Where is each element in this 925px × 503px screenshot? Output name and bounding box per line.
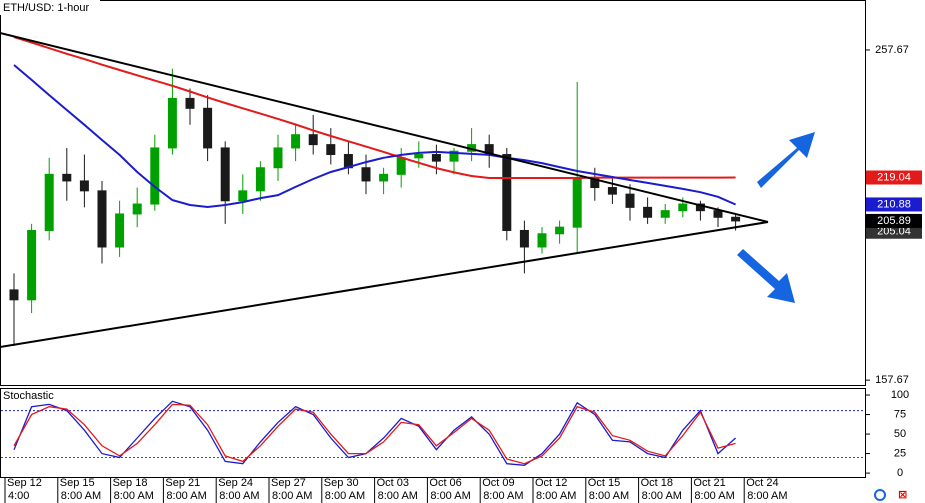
candle-body: [519, 229, 529, 248]
toolbar-icons: ⊠: [874, 489, 907, 501]
x-tick-label: Sep 30: [324, 477, 359, 489]
candle-body: [308, 134, 318, 146]
x-tick-sublabel: 8:00 AM: [483, 490, 523, 502]
candle-body: [220, 147, 230, 202]
x-tick-sublabel: 8:00 AM: [166, 490, 206, 502]
candle-body: [97, 190, 107, 248]
candle-body: [643, 206, 653, 218]
stochastic-title: Stochastic: [3, 390, 54, 402]
x-tick-label: Sep 15: [60, 477, 95, 489]
price-tag: [866, 213, 922, 228]
link-icon[interactable]: [874, 489, 886, 501]
trendline-lower: [0, 221, 769, 348]
x-tick-label: Oct 21: [693, 477, 725, 489]
x-tick-label: Sep 27: [271, 477, 306, 489]
stochastic-panel: [0, 388, 866, 478]
candle-body: [713, 210, 723, 218]
arrow-down: [737, 249, 795, 303]
x-tick-sublabel: 8:00 AM: [694, 490, 734, 502]
stoch-y-tick-label: 100: [891, 389, 909, 401]
stoch-y-tick-label: 25: [894, 447, 906, 459]
candle-body: [27, 229, 37, 301]
candle-body: [255, 167, 265, 192]
x-tick-label: Sep 21: [165, 477, 200, 489]
x-tick-label: Oct 15: [588, 477, 620, 489]
price-tag-label: 210.88: [877, 198, 911, 210]
candle-body: [326, 144, 336, 156]
candle-body: [361, 167, 371, 182]
x-tick-sublabel: 8:00 AM: [589, 490, 629, 502]
x-tick-sublabel: 8:00 AM: [430, 490, 470, 502]
chart-title: ETH/USD: 1-hour: [3, 2, 90, 14]
candle-body: [502, 154, 512, 231]
candle-body: [291, 134, 301, 149]
x-tick-sublabel: 8:00 AM: [114, 490, 154, 502]
candle-body: [449, 150, 459, 162]
price-tag: [866, 170, 922, 185]
candle-body: [44, 173, 54, 231]
candle-body: [572, 177, 582, 228]
candle-body: [9, 289, 19, 301]
moving-average: [13, 64, 737, 209]
x-tick-label: Sep 18: [113, 477, 148, 489]
trendline-upper: [0, 32, 769, 223]
candle-body: [132, 203, 142, 215]
stoch-line: [13, 403, 736, 465]
candle-body: [678, 203, 688, 212]
candle-body: [537, 233, 547, 248]
candle-body: [167, 97, 177, 149]
candle-body: [431, 154, 441, 162]
x-tick-sublabel: 8:00 AM: [61, 490, 101, 502]
candle-body: [396, 157, 406, 175]
candle-body: [79, 180, 89, 192]
candle-body: [238, 190, 248, 202]
stoch-line: [13, 400, 737, 466]
candle-body: [203, 107, 213, 149]
x-tick-sublabel: 8:00 AM: [536, 490, 576, 502]
stoch-title-bg: [1, 389, 57, 403]
candle-body: [660, 210, 670, 218]
candle-body: [379, 173, 389, 182]
x-tick-label: Oct 24: [746, 477, 778, 489]
candle-body: [185, 97, 195, 109]
x-tick-sublabel: 8:00 AM: [272, 490, 312, 502]
x-tick-label: Oct 03: [377, 477, 409, 489]
price-tag: [866, 224, 922, 239]
close-icon[interactable]: ⊠: [898, 489, 907, 501]
x-tick-sublabel: 8:00 AM: [325, 490, 365, 502]
y-tick-label: 157.67: [875, 374, 909, 386]
price-panel: [0, 0, 866, 386]
stoch-y-tick-label: 0: [897, 467, 903, 479]
stoch-y-tick-label: 75: [894, 408, 906, 420]
x-tick-sublabel: 8:00 AM: [378, 490, 418, 502]
candle-body: [731, 216, 741, 222]
arrow-up: [757, 132, 815, 188]
candle-body: [414, 154, 424, 159]
x-tick-label: Oct 06: [429, 477, 461, 489]
y-tick-label: 257.67: [875, 44, 909, 56]
x-tick-sublabel: 8:00 AM: [219, 490, 259, 502]
x-tick-label: Oct 09: [482, 477, 514, 489]
candle-body: [273, 147, 283, 169]
price-tag-label: 205.04: [877, 226, 911, 238]
candle-body: [625, 193, 635, 208]
stoch-y-tick-label: 50: [894, 428, 906, 440]
candle-body: [607, 187, 617, 195]
candle-body: [150, 147, 160, 205]
x-tick-label: Oct 12: [535, 477, 567, 489]
title-bg: [0, 0, 100, 15]
candle-body: [115, 213, 125, 248]
x-tick-label: Oct 18: [641, 477, 673, 489]
price-tag-label: 205.89: [877, 215, 911, 227]
x-tick-sublabel: 8:00 AM: [642, 490, 682, 502]
price-tag-label: 219.04: [877, 171, 911, 183]
x-tick-label: Sep 24: [218, 477, 253, 489]
candle-body: [555, 226, 565, 235]
price-tag: [866, 197, 922, 212]
x-tick-sublabel: 4:00: [8, 490, 29, 502]
candle-body: [62, 173, 72, 182]
x-tick-sublabel: 8:00 AM: [747, 490, 787, 502]
x-tick-label: Sep 12: [7, 477, 42, 489]
